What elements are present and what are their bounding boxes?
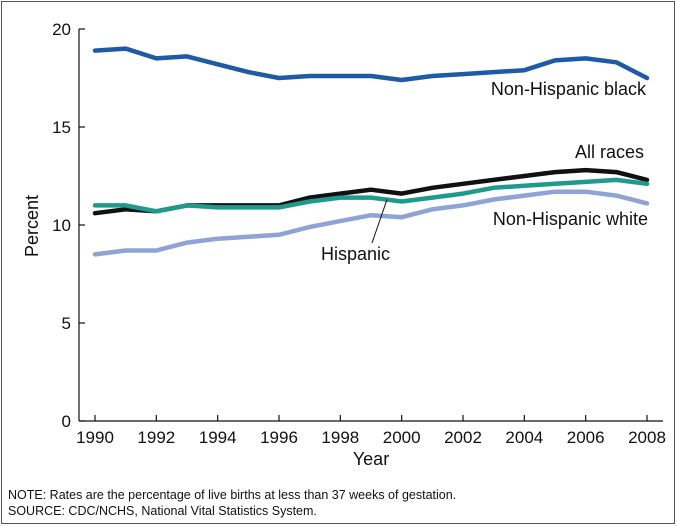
x-tick-label: 1992 <box>137 428 175 447</box>
y-axis-title: Percent <box>22 195 42 257</box>
series-label-hispanic: Hispanic <box>321 244 390 264</box>
series-line-hispanic <box>92 177 650 214</box>
chart: 0 5 10 15 20 1990 1992 1994 1996 1998 2000 2002 200… <box>22 20 666 469</box>
series-line-non-hispanic-white <box>92 189 650 257</box>
series-labels: Non-Hispanic black All races Hispanic Non-H… <box>321 79 648 264</box>
y-tick-label: 15 <box>52 118 71 137</box>
series-line-non-hispanic-black <box>92 46 650 83</box>
y-tick-label: 10 <box>52 216 71 235</box>
y-tick-label: 0 <box>62 412 71 431</box>
leader-lines <box>371 199 388 244</box>
y-ticks: 0 5 10 15 20 <box>52 20 85 431</box>
source-text: SOURCE: CDC/NCHS, National Vital Statist… <box>8 504 317 518</box>
y-tick-label: 5 <box>62 314 71 333</box>
x-axis-title: Year <box>353 449 389 469</box>
x-tick-label: 1998 <box>321 428 359 447</box>
x-tick-label: 2006 <box>567 428 605 447</box>
x-tick-label: 1990 <box>76 428 114 447</box>
x-tick-label: 2000 <box>383 428 421 447</box>
x-tick-label: 2004 <box>505 428 543 447</box>
x-ticks: 1990 1992 1994 1996 1998 2000 2002 2004 2006 2008 <box>76 415 666 447</box>
note-text: NOTE: Rates are the percentage of live b… <box>8 488 457 502</box>
x-tick-label: 1996 <box>260 428 298 447</box>
x-tick-label: 1994 <box>199 428 237 447</box>
y-tick-label: 20 <box>52 20 71 39</box>
series-lines <box>92 46 650 257</box>
series-label-non-hispanic-black: Non-Hispanic black <box>491 79 647 99</box>
x-tick-label: 2008 <box>628 428 666 447</box>
series-label-all-races: All races <box>575 142 644 162</box>
x-tick-label: 2002 <box>444 428 482 447</box>
hispanic-leader-line <box>371 199 388 244</box>
series-label-non-hispanic-white: Non-Hispanic white <box>493 209 648 229</box>
